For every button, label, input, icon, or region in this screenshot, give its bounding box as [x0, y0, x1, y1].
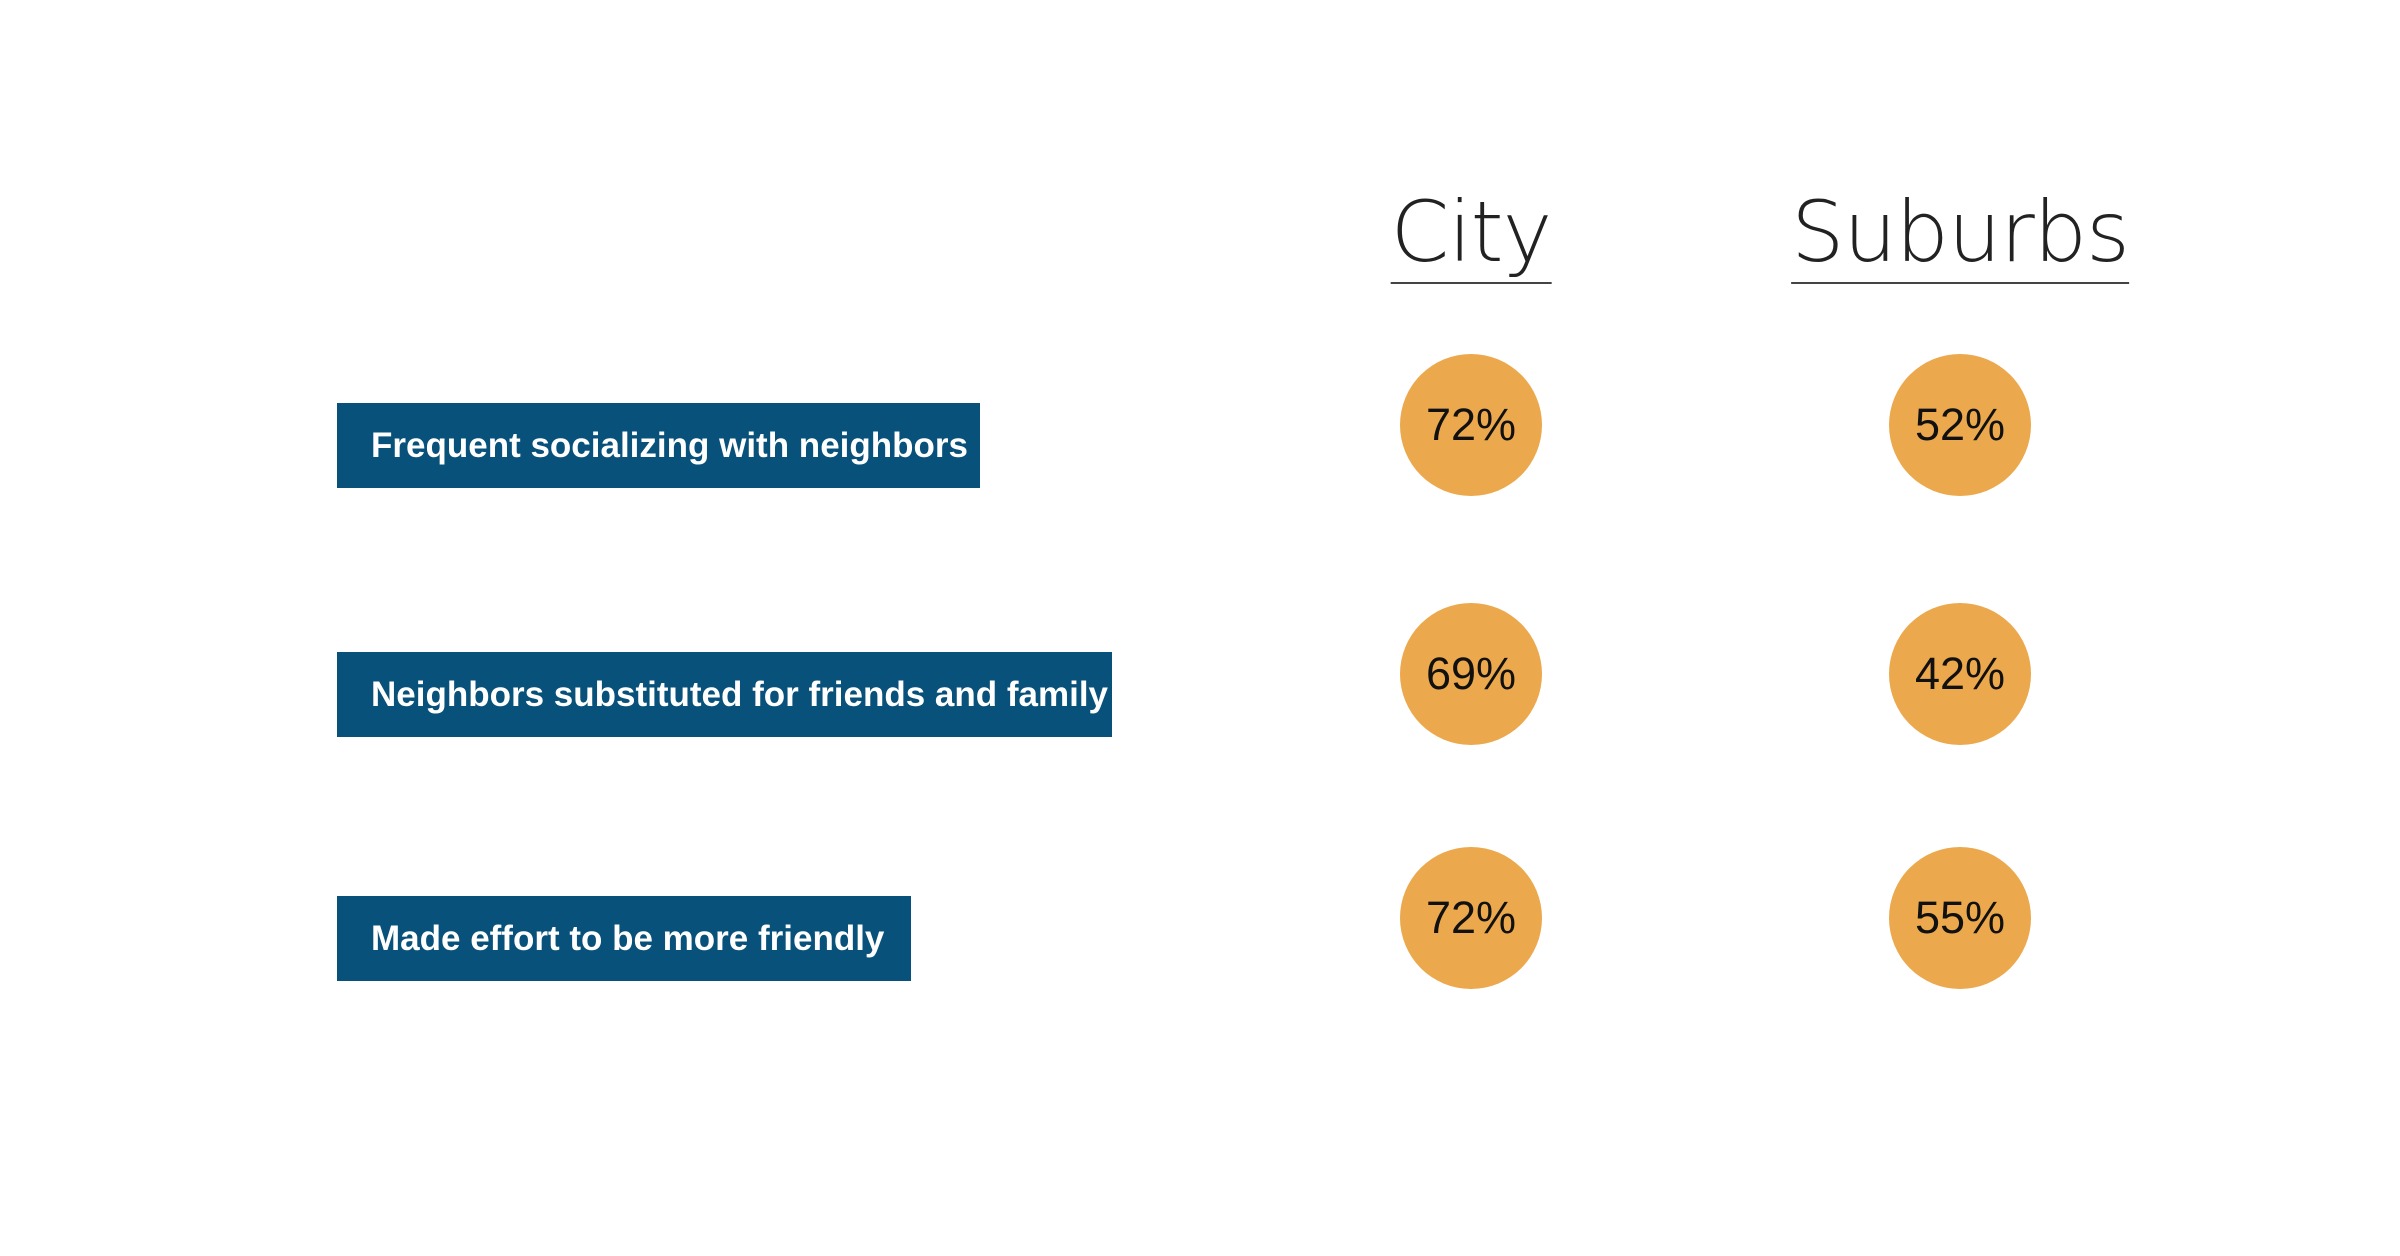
row-label: Made effort to be more friendly	[337, 896, 911, 981]
value-circle: 55%	[1889, 847, 2031, 989]
row-label: Neighbors substituted for friends and fa…	[337, 652, 1112, 737]
column-header-city: City	[1390, 190, 1552, 284]
column-header-suburbs: Suburbs	[1791, 190, 2130, 284]
row-label: Frequent socializing with neighbors	[337, 403, 980, 488]
value-circle: 72%	[1400, 847, 1542, 989]
value-circle: 42%	[1889, 603, 2031, 745]
value-circle: 52%	[1889, 354, 2031, 496]
value-circle: 69%	[1400, 603, 1542, 745]
value-circle: 72%	[1400, 354, 1542, 496]
